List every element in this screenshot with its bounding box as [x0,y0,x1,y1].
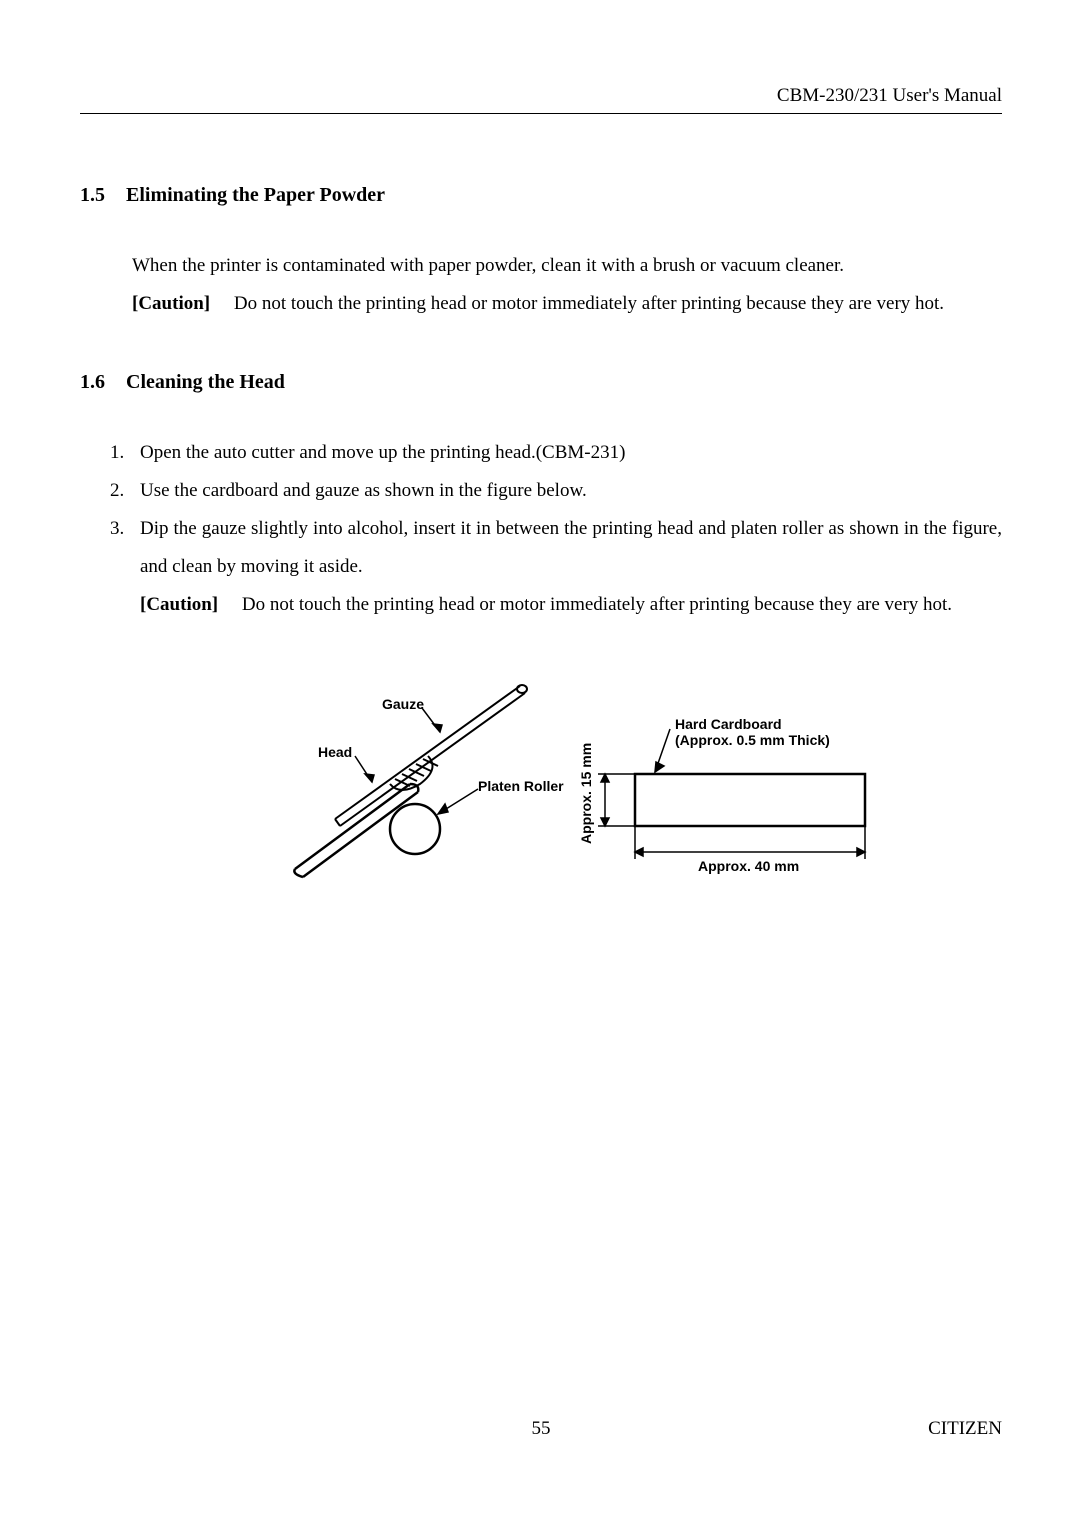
ordered-list: 1. Open the auto cutter and move up the … [110,434,1002,624]
list-text: Open the auto cutter and move up the pri… [140,434,1002,472]
list-item: 1. Open the auto cutter and move up the … [110,434,1002,472]
section-heading-1-5: 1.5 Eliminating the Paper Powder [80,184,1002,207]
caution-text: Do not touch the printing head or motor … [242,594,952,615]
list-item: 2. Use the cardboard and gauze as shown … [110,472,1002,510]
doc-title: CBM-230/231 User's Manual [777,85,1002,106]
label-cardboard-thick: (Approx. 0.5 mm Thick) [675,732,830,748]
label-dim-vertical: Approx. 15 mm [578,743,594,844]
list-item: 3. Dip the gauze slightly into alcohol, … [110,510,1002,586]
section-number: 1.6 [80,371,126,394]
label-hard-cardboard: Hard Cardboard [675,716,782,732]
caution-text: Do not touch the printing head or motor … [234,293,944,314]
list-text: Use the cardboard and gauze as shown in … [140,472,1002,510]
section-title: Cleaning the Head [126,371,285,394]
label-dim-horizontal: Approx. 40 mm [698,858,799,874]
list-num: 1. [110,434,140,472]
caution-label: [Caution] [132,293,210,314]
label-gauze: Gauze [382,696,424,712]
list-num: 2. [110,472,140,510]
section-heading-1-6: 1.6 Cleaning the Head [80,371,1002,394]
brand-name: CITIZEN [928,1418,1002,1440]
list-text: Dip the gauze slightly into alcohol, ins… [140,510,1002,586]
page-content: CBM-230/231 User's Manual 1.5 Eliminatin… [80,85,1002,894]
section-body-1-5: When the printer is contaminated with pa… [132,247,1002,323]
caution-label: [Caution] [140,594,218,615]
label-platen-roller: Platen Roller [478,778,564,794]
header-row: CBM-230/231 User's Manual [80,85,1002,114]
list-num: 3. [110,510,140,586]
page-number: 55 [532,1418,551,1440]
section-title: Eliminating the Paper Powder [126,184,385,207]
caution-line: [Caution] Do not touch the printing head… [140,586,1002,624]
caution-line: [Caution] Do not touch the printing head… [132,285,1002,323]
label-head: Head [318,744,352,760]
section-number: 1.5 [80,184,126,207]
diagram-svg [240,674,900,894]
cleaning-diagram: Gauze Head Platen Roller Hard Cardboard … [240,674,900,894]
intro-text: When the printer is contaminated with pa… [132,247,1002,285]
